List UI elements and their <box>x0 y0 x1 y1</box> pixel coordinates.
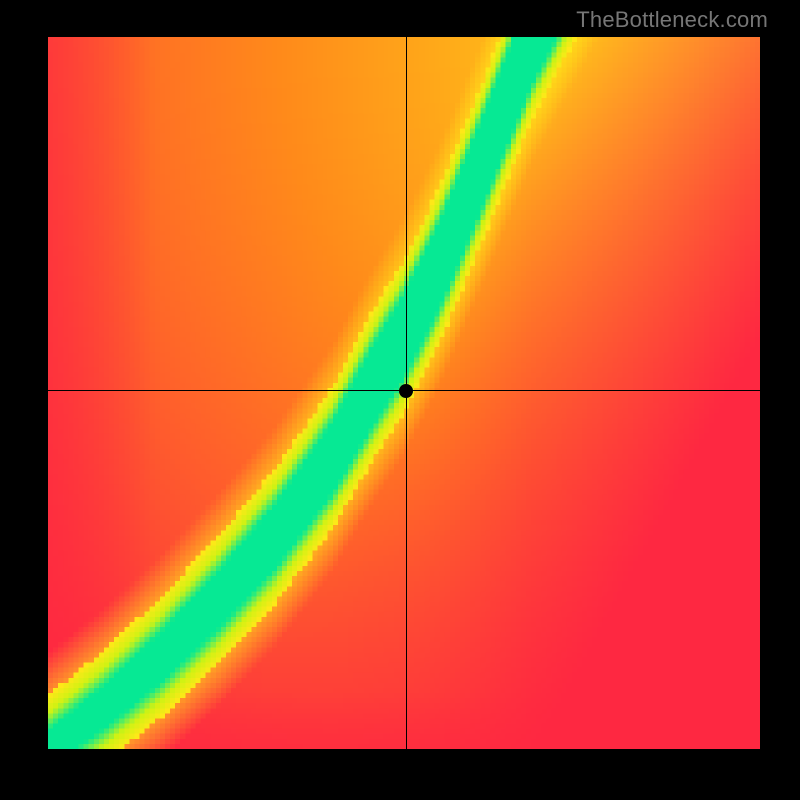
chart-container: TheBottleneck.com <box>0 0 800 800</box>
crosshair-marker <box>399 384 413 398</box>
watermark-label: TheBottleneck.com <box>576 7 768 33</box>
